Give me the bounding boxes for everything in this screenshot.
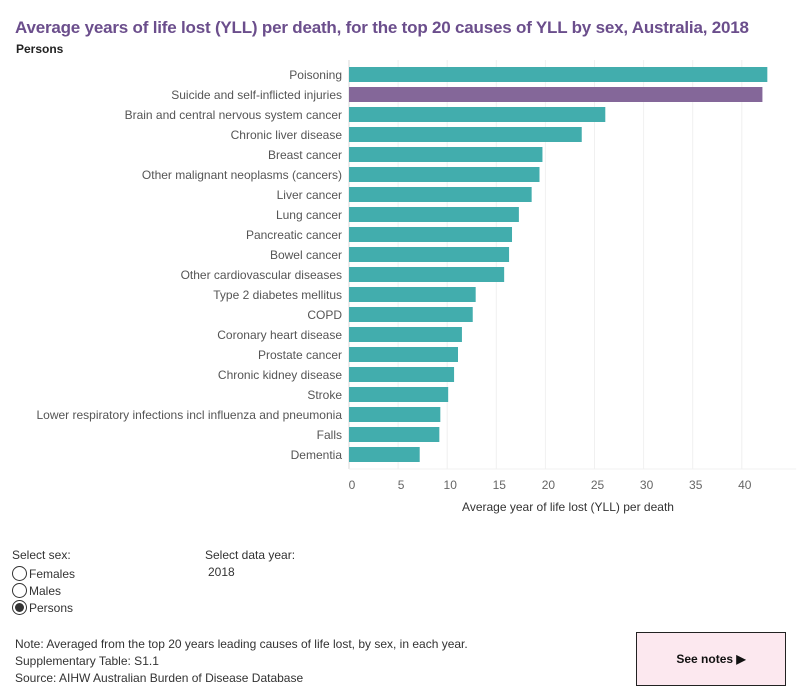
category-label: Falls <box>317 428 342 442</box>
bar[interactable] <box>349 367 455 382</box>
chart-subtitle: Persons <box>16 42 64 56</box>
category-label: Breast cancer <box>268 148 342 162</box>
category-label: Pancreatic cancer <box>246 228 342 242</box>
year-value[interactable]: 2018 <box>208 565 235 579</box>
bar[interactable] <box>349 147 543 162</box>
sex-option-persons[interactable]: Persons <box>12 599 75 616</box>
category-label: Other cardiovascular diseases <box>181 268 342 282</box>
category-label: Chronic kidney disease <box>218 368 342 382</box>
radio-selected-icon[interactable] <box>12 600 27 615</box>
x-axis-ticks: 0 5 10 15 20 25 30 35 40 <box>349 478 752 492</box>
sex-filter: Select sex: Females Males Persons <box>12 548 75 616</box>
category-label: Type 2 diabetes mellitus <box>213 288 342 302</box>
bar[interactable] <box>349 67 768 82</box>
x-tick-label: 40 <box>738 478 752 492</box>
category-label: Liver cancer <box>277 188 342 202</box>
sex-option-males[interactable]: Males <box>12 582 75 599</box>
x-tick-label: 5 <box>398 478 405 492</box>
category-label: Lung cancer <box>276 208 342 222</box>
source-label: Source: <box>15 671 57 685</box>
category-label: Poisoning <box>289 68 342 82</box>
bar[interactable] <box>349 427 440 442</box>
source-line: Source: AIHW Australian Burden of Diseas… <box>15 670 468 687</box>
bar[interactable] <box>349 307 473 322</box>
supplementary-table: Supplementary Table: S1.1 <box>15 654 159 668</box>
bars <box>349 67 768 462</box>
bar[interactable] <box>349 107 606 122</box>
radio-unselected-icon[interactable] <box>12 583 27 598</box>
bar[interactable] <box>349 407 441 422</box>
category-label: Prostate cancer <box>258 348 342 362</box>
x-axis-title: Average year of life lost (YLL) per deat… <box>462 500 674 514</box>
category-label: Dementia <box>291 448 343 462</box>
year-filter: Select data year: 2018 <box>205 548 295 579</box>
sex-filter-label: Select sex: <box>12 548 71 562</box>
bar[interactable] <box>349 167 540 182</box>
sex-option-females[interactable]: Females <box>12 565 75 582</box>
radio-dot <box>15 603 24 612</box>
category-label: Other malignant neoplasms (cancers) <box>142 168 342 182</box>
chart-title: Average years of life lost (YLL) per dea… <box>15 18 749 37</box>
bar[interactable] <box>349 87 763 102</box>
category-labels: Poisoning Suicide and self-inflicted inju… <box>36 68 342 462</box>
x-tick-label: 35 <box>689 478 703 492</box>
bar[interactable] <box>349 227 513 242</box>
x-tick-label: 15 <box>493 478 507 492</box>
x-tick-label: 25 <box>591 478 605 492</box>
category-label: Bowel cancer <box>270 248 342 262</box>
note-line: Note: Averaged from the top 20 years lea… <box>15 636 468 653</box>
bar-chart: Poisoning Suicide and self-inflicted inju… <box>36 60 797 514</box>
bar[interactable] <box>349 327 462 342</box>
see-notes-button[interactable]: See notes ▶ <box>636 632 786 686</box>
category-label: Stroke <box>307 388 342 402</box>
bar[interactable] <box>349 187 532 202</box>
year-filter-label: Select data year: <box>205 548 296 562</box>
x-tick-label: 10 <box>444 478 458 492</box>
bar[interactable] <box>349 247 510 262</box>
note-text: Averaged from the top 20 years leading c… <box>43 637 468 651</box>
x-tick-label: 30 <box>640 478 654 492</box>
bar[interactable] <box>349 267 505 282</box>
x-tick-label: 0 <box>349 478 356 492</box>
category-label: Brain and central nervous system cancer <box>125 108 342 122</box>
category-label: Coronary heart disease <box>217 328 342 342</box>
sex-option-label: Females <box>29 566 76 581</box>
category-label: COPD <box>307 308 342 322</box>
source-text: AIHW Australian Burden of Disease Databa… <box>56 671 304 685</box>
category-label: Chronic liver disease <box>231 128 343 142</box>
bar[interactable] <box>349 387 449 402</box>
radio-unselected-icon[interactable] <box>12 566 27 581</box>
bar[interactable] <box>349 207 519 222</box>
x-tick-label: 20 <box>542 478 556 492</box>
bar[interactable] <box>349 127 582 142</box>
sex-option-label: Persons <box>29 600 74 615</box>
category-label: Lower respiratory infections incl influe… <box>36 408 342 422</box>
bar[interactable] <box>349 447 420 462</box>
footer-notes: Note: Averaged from the top 20 years lea… <box>15 636 468 687</box>
note-label: Note: <box>15 637 44 651</box>
bar[interactable] <box>349 287 476 302</box>
sex-option-label: Males <box>29 583 62 598</box>
category-label: Suicide and self-inflicted injuries <box>171 88 342 102</box>
bar[interactable] <box>349 347 459 362</box>
